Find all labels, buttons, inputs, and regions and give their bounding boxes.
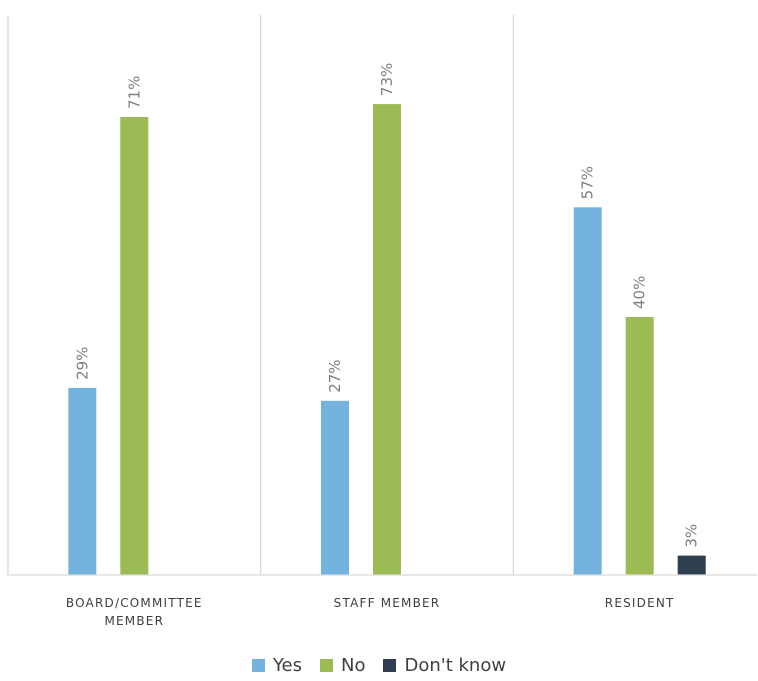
bar [625,317,654,575]
category-separators [7,15,514,575]
data-label: 57% [579,166,597,199]
category-label: STAFF MEMBER [334,596,441,610]
data-label: 40% [631,276,649,309]
data-label: 71% [125,76,143,109]
data-label: 3% [683,524,701,548]
legend-swatch-yes [251,659,265,672]
category-label: RESIDENT [605,596,675,610]
category-labels-group: BOARD/COMMITTEE MEMBER STAFF MEMBER RESIDEN… [66,596,675,628]
bar [373,104,401,575]
category-label: MEMBER [104,614,164,628]
legend-label-dont-know: Don't know [404,655,507,676]
data-label: 29% [73,347,91,380]
legend: Yes No Don't know [0,655,758,676]
bars-group [68,104,706,576]
bar [68,387,97,575]
data-label: 27% [326,359,344,392]
legend-item-yes: Yes [251,655,302,676]
legend-item-no: No [320,655,365,676]
bar [321,400,349,575]
legend-label-no: No [341,655,366,676]
bar [677,555,706,575]
bar [573,207,602,576]
legend-label-yes: Yes [272,655,302,676]
legend-swatch-no [320,659,333,672]
legend-swatch-dont-know [383,659,397,672]
legend-item-dont-know: Don't know [383,655,506,676]
data-labels-group: 29% 71% 27% 73% 57% 40% 3% [73,63,700,548]
bar [120,117,149,575]
data-label: 73% [378,63,396,96]
category-label: BOARD/COMMITTEE [66,596,203,610]
